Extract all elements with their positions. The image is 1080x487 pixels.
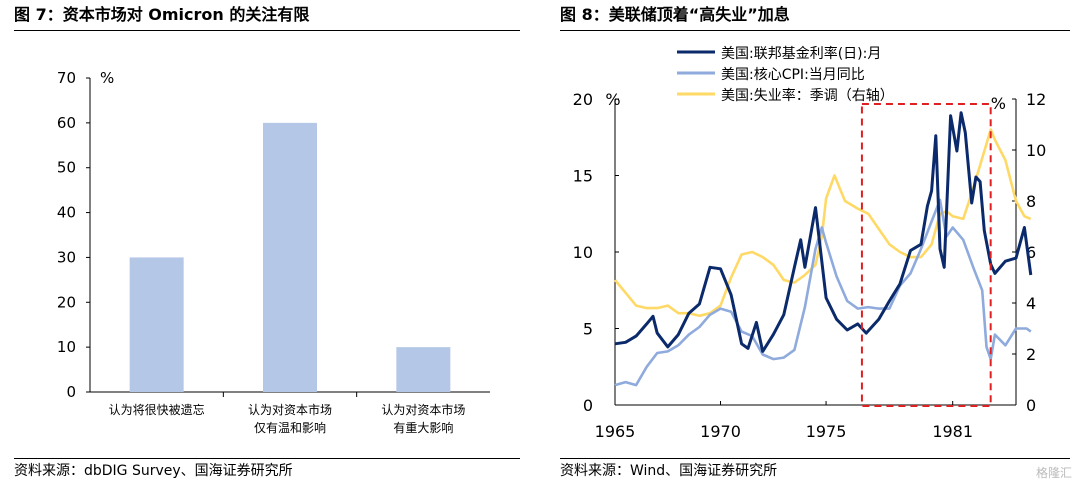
category-label: 认为对资本市场: [381, 402, 465, 417]
right-y-unit-label: %: [991, 94, 1006, 113]
legend-label: 美国:失业率：季调（右轴）: [721, 87, 894, 104]
right-y-tick-label: 4: [1026, 294, 1036, 313]
highlight-box: [860, 103, 992, 407]
left-y-tick-label: 5: [583, 320, 593, 339]
series-line: [614, 198, 1032, 387]
left-chart-title: 图 7：资本市场对 Omicron 的关注有限: [14, 5, 310, 24]
right-title-rule: [560, 30, 1070, 31]
y-tick-label: 60: [57, 114, 76, 132]
left-y-tick-label: 10: [573, 243, 593, 262]
y-tick-label: 70: [57, 69, 76, 87]
right-y-tick-label: 2: [1026, 345, 1036, 364]
series-line: [613, 128, 1032, 318]
left-source-rule: [14, 458, 520, 459]
y-unit-label: %: [100, 69, 114, 87]
y-tick-label: 30: [57, 248, 76, 266]
series-line: [614, 111, 1033, 353]
legend-label: 美国:联邦基金利率(日):月: [721, 45, 881, 62]
bar: [129, 257, 184, 392]
x-tick-label: 1975: [806, 422, 847, 441]
category-label: 认为对资本市场: [248, 402, 332, 417]
x-tick-label: 1970: [700, 422, 741, 441]
y-tick-label: 50: [57, 159, 76, 177]
y-tick-label: 10: [57, 338, 76, 356]
right-y-tick-label: 0: [1026, 396, 1036, 415]
left-source-note: 资料来源：dbDIG Survey、国海证券研究所: [14, 463, 293, 479]
right-y-tick-label: 10: [1026, 141, 1046, 160]
left-y-tick-label: 15: [573, 167, 593, 186]
category-label: 有重大影响: [393, 420, 453, 435]
right-source-note: 资料来源：Wind、国海证券研究所: [560, 463, 778, 479]
right-chart-title: 图 8：美联储顶着“高失业”加息: [560, 5, 790, 24]
right-y-tick-label: 8: [1026, 192, 1036, 211]
category-label: 仅有温和影响: [254, 420, 326, 435]
y-tick-label: 40: [57, 204, 76, 222]
y-tick-label: 0: [66, 383, 76, 401]
left-title-rule: [14, 30, 520, 31]
right-y-tick-label: 12: [1026, 90, 1046, 109]
left-y-tick-label: 0: [583, 396, 593, 415]
category-label: 认为将很快被遗忘: [109, 402, 205, 417]
bar: [396, 347, 451, 392]
line-chart: 0 5 10 15 20 % 0 2 4 6 8 10 12% 1965 1970 1975 1981 美国:联邦…: [573, 45, 1047, 441]
right-y-tick-label: 6: [1026, 243, 1036, 262]
left-y-tick-label: 20: [573, 90, 593, 109]
right-source-rule: [560, 458, 1070, 459]
y-tick-label: 20: [57, 293, 76, 311]
bar: [263, 122, 317, 392]
watermark-logo: 格隆汇: [1035, 466, 1072, 480]
x-tick-label: 1981: [932, 422, 973, 441]
legend-label: 美国:核心CPI:当月同比: [721, 67, 865, 83]
x-tick-label: 1965: [595, 422, 636, 441]
left-y-unit-label: %: [605, 90, 620, 109]
